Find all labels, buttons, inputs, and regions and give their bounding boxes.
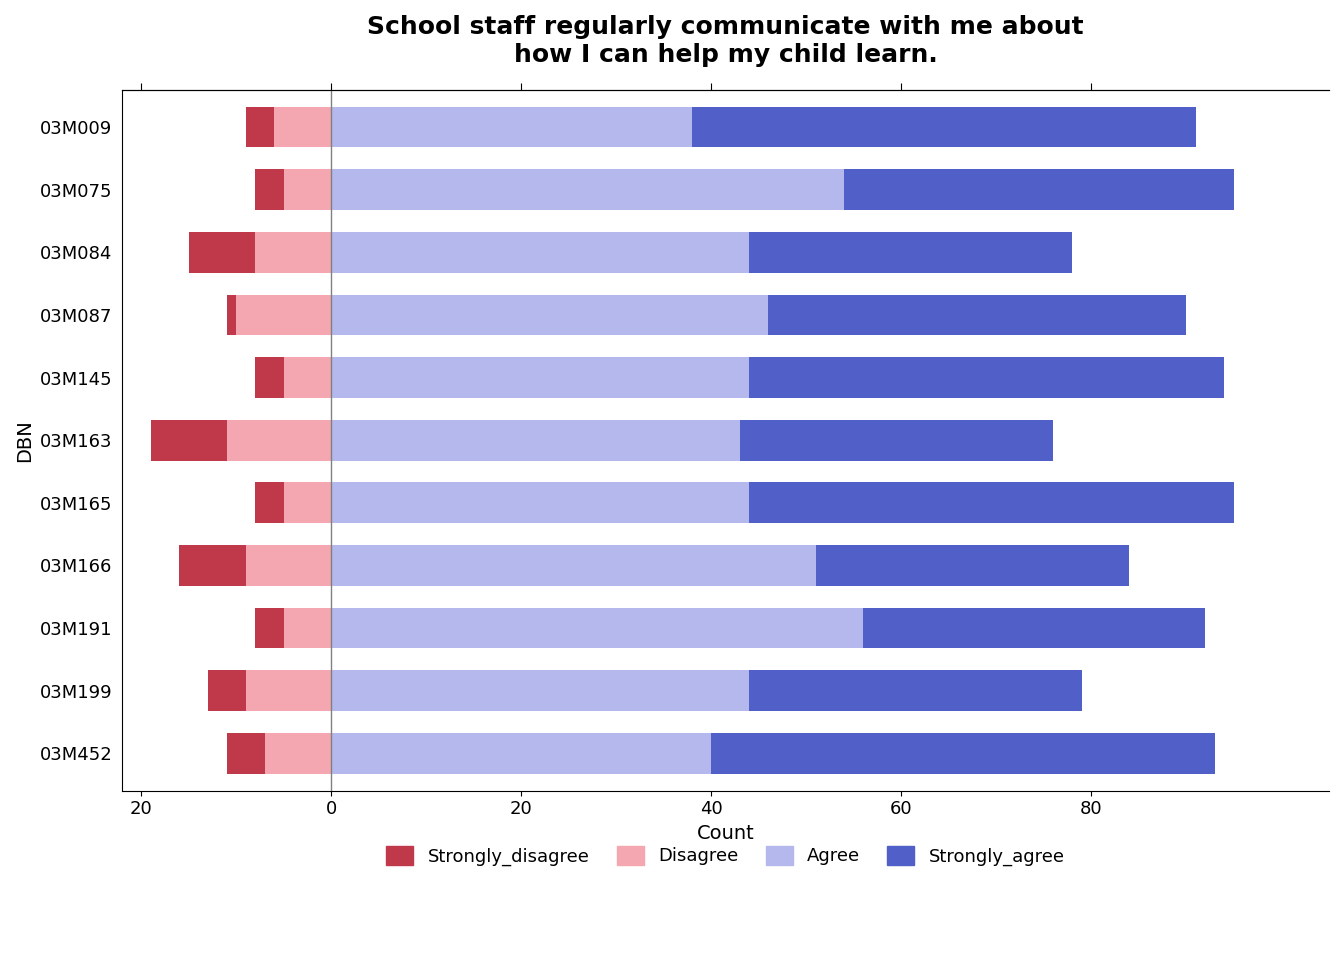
Bar bbox=[284, 169, 331, 210]
Bar bbox=[331, 232, 749, 273]
Bar bbox=[331, 295, 769, 335]
Bar bbox=[284, 357, 331, 397]
Y-axis label: DBN: DBN bbox=[15, 419, 34, 462]
Bar bbox=[331, 483, 749, 523]
X-axis label: Count: Count bbox=[696, 824, 754, 843]
Bar bbox=[331, 608, 863, 648]
Bar bbox=[331, 169, 844, 210]
Bar bbox=[844, 169, 1234, 210]
Bar bbox=[246, 545, 331, 586]
Bar bbox=[284, 483, 331, 523]
Bar bbox=[692, 107, 1196, 148]
Bar bbox=[151, 420, 227, 461]
Bar bbox=[265, 732, 331, 774]
Bar bbox=[227, 295, 237, 335]
Bar bbox=[331, 420, 739, 461]
Bar bbox=[816, 545, 1129, 586]
Bar bbox=[255, 169, 284, 210]
Bar bbox=[179, 545, 246, 586]
Bar bbox=[207, 670, 246, 711]
Bar bbox=[739, 420, 1054, 461]
Bar bbox=[284, 608, 331, 648]
Title: School staff regularly communicate with me about
how I can help my child learn.: School staff regularly communicate with … bbox=[367, 15, 1083, 67]
Bar bbox=[331, 670, 749, 711]
Bar bbox=[749, 483, 1234, 523]
Bar bbox=[331, 107, 692, 148]
Bar bbox=[188, 232, 255, 273]
Legend: Strongly_disagree, Disagree, Agree, Strongly_agree: Strongly_disagree, Disagree, Agree, Stro… bbox=[379, 839, 1073, 873]
Bar bbox=[769, 295, 1187, 335]
Bar bbox=[749, 232, 1073, 273]
Bar bbox=[711, 732, 1215, 774]
Bar bbox=[749, 670, 1082, 711]
Bar bbox=[227, 420, 331, 461]
Bar bbox=[749, 357, 1224, 397]
Bar bbox=[331, 545, 816, 586]
Bar bbox=[246, 670, 331, 711]
Bar bbox=[255, 232, 331, 273]
Bar bbox=[863, 608, 1206, 648]
Bar bbox=[274, 107, 331, 148]
Bar bbox=[255, 608, 284, 648]
Bar bbox=[255, 357, 284, 397]
Bar bbox=[246, 107, 274, 148]
Bar bbox=[331, 732, 711, 774]
Bar bbox=[331, 357, 749, 397]
Bar bbox=[255, 483, 284, 523]
Bar bbox=[227, 732, 265, 774]
Bar bbox=[237, 295, 331, 335]
